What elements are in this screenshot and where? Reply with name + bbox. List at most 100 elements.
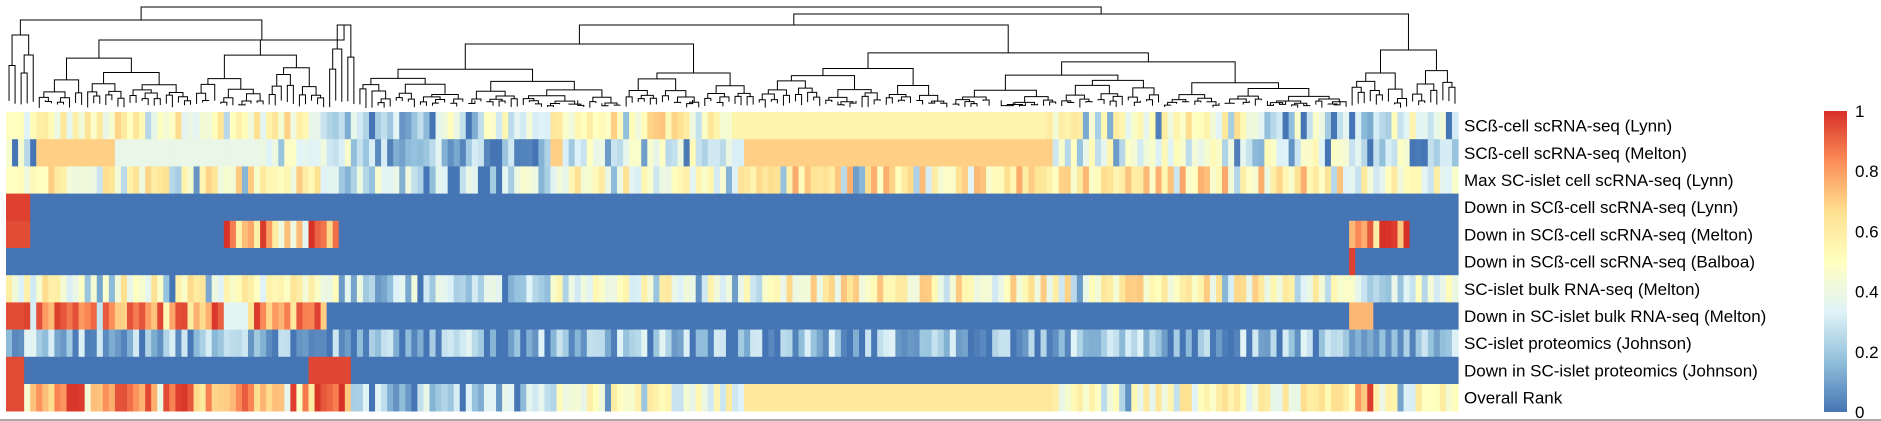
heatmap-cell <box>816 356 824 385</box>
heatmap-cell <box>477 139 485 167</box>
heatmap-cell <box>241 112 249 140</box>
heatmap-cell <box>925 248 933 276</box>
heatmap-cell <box>780 329 788 358</box>
heatmap-cell <box>1016 275 1023 303</box>
heatmap-cell <box>302 384 310 412</box>
heatmap-cell <box>1349 112 1356 140</box>
heatmap-cell <box>1101 302 1108 330</box>
heatmap-cell <box>302 275 310 303</box>
heatmap-cell <box>48 356 55 385</box>
heatmap-cell <box>1107 139 1114 167</box>
heatmap-cell <box>1179 166 1187 194</box>
heatmap-cell <box>296 356 304 385</box>
heatmap-cell <box>580 139 588 167</box>
heatmap-cell <box>1167 220 1175 249</box>
heatmap-cell <box>375 275 382 303</box>
heatmap-cell <box>810 193 818 222</box>
heatmap-cell <box>980 275 987 303</box>
heatmap-cell <box>992 139 999 167</box>
heatmap-cell <box>441 248 449 276</box>
heatmap-cell <box>381 384 388 412</box>
dendrogram-link <box>370 77 426 85</box>
heatmap-cell <box>617 139 624 167</box>
heatmap-cell <box>949 302 957 330</box>
heatmap-cell <box>1125 248 1132 276</box>
heatmap-cell <box>1191 384 1199 412</box>
heatmap-cell <box>1022 112 1030 140</box>
row-label: Down in SCß-cell scRNA-seq (Lynn) <box>1464 198 1738 217</box>
heatmap-cell <box>859 275 866 303</box>
heatmap-cell <box>145 302 152 330</box>
heatmap-cell <box>883 329 890 358</box>
heatmap-cell <box>556 384 564 412</box>
heatmap-cell <box>762 384 769 412</box>
heatmap-cell <box>235 356 243 385</box>
heatmap-cell <box>447 248 455 276</box>
heatmap-cell <box>1421 329 1429 358</box>
heatmap-cell <box>272 166 279 194</box>
heatmap-cell <box>1034 384 1042 412</box>
heatmap-cell <box>1385 248 1393 276</box>
heatmap-cell <box>1300 166 1308 194</box>
heatmap-cell <box>889 112 896 140</box>
heatmap-cell <box>1379 384 1386 412</box>
heatmap-cell <box>1276 248 1284 276</box>
dendrogram-link <box>628 89 648 97</box>
heatmap-cell <box>1421 166 1429 194</box>
heatmap-cell <box>1234 220 1241 249</box>
heatmap-cell <box>732 193 739 222</box>
heatmap-cell <box>447 166 455 194</box>
heatmap-cell <box>925 275 933 303</box>
heatmap-cell <box>1264 356 1272 385</box>
heatmap-cell <box>387 302 394 330</box>
heatmap-cell <box>1016 302 1023 330</box>
heatmap-cell <box>459 139 467 167</box>
heatmap-cell <box>96 329 104 358</box>
heatmap-cell <box>1451 220 1459 249</box>
heatmap-cell <box>532 193 539 222</box>
heatmap-cell <box>1161 275 1169 303</box>
heatmap-cell <box>157 302 164 330</box>
heatmap-cell <box>580 384 588 412</box>
heatmap-cell <box>477 275 485 303</box>
heatmap-cell <box>1076 356 1084 385</box>
heatmap-cell <box>889 220 896 249</box>
heatmap-cell <box>840 248 848 276</box>
heatmap-cell <box>871 139 878 167</box>
heatmap-cell <box>356 248 364 276</box>
row-label: Overall Rank <box>1464 389 1563 408</box>
heatmap-cell <box>738 248 745 276</box>
heatmap-cell <box>1252 112 1259 140</box>
dendrogram-link <box>1191 82 1279 95</box>
heatmap-cell <box>877 139 884 167</box>
heatmap-cell <box>102 220 110 249</box>
heatmap-cell <box>574 384 582 412</box>
heatmap-cell <box>302 166 310 194</box>
heatmap-cell <box>1137 220 1144 249</box>
heatmap-cell <box>629 139 636 167</box>
heatmap-cell <box>1113 193 1120 222</box>
heatmap-cell <box>1379 275 1386 303</box>
heatmap-cell <box>1276 220 1284 249</box>
heatmap-cell <box>1125 166 1132 194</box>
heatmap-cell <box>1252 193 1259 222</box>
heatmap-cell <box>1137 275 1144 303</box>
heatmap-cell <box>393 220 400 249</box>
heatmap-cell <box>1355 275 1362 303</box>
heatmap-cell <box>1167 356 1175 385</box>
heatmap-cell <box>199 139 207 167</box>
heatmap-cell <box>1004 220 1011 249</box>
heatmap-cell <box>272 112 279 140</box>
heatmap-cell <box>471 139 479 167</box>
heatmap-cell <box>1439 275 1447 303</box>
heatmap-cell <box>828 356 836 385</box>
heatmap-cell <box>732 329 739 358</box>
dendrogram-link <box>782 94 790 106</box>
heatmap-cell <box>974 193 981 222</box>
heatmap-cell <box>611 384 618 412</box>
heatmap-cell <box>78 248 86 276</box>
heatmap-cell <box>1040 193 1048 222</box>
heatmap-cell <box>1076 384 1084 412</box>
heatmap-cell <box>719 166 727 194</box>
heatmap-cell <box>1324 302 1332 330</box>
